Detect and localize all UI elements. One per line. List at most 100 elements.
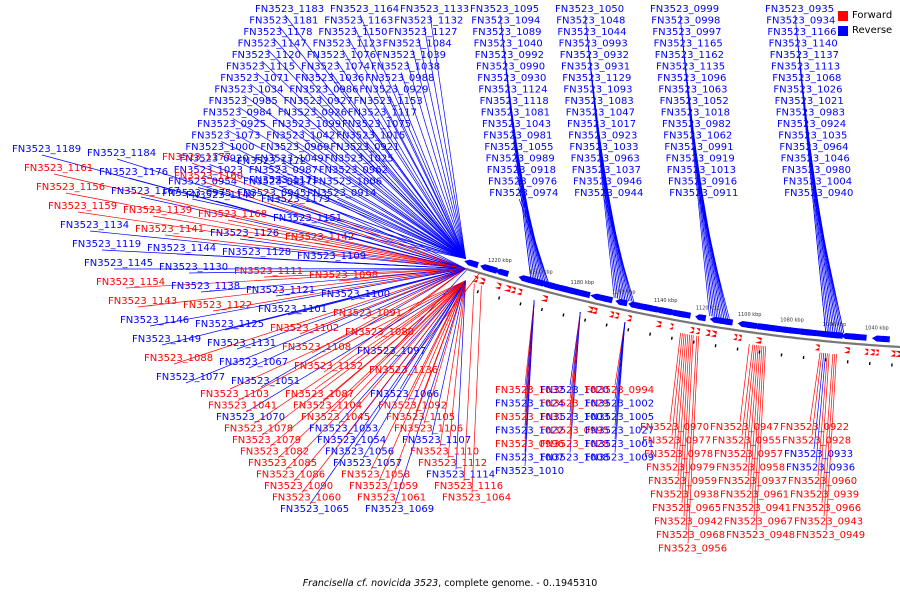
gene-label: FN3523_1152 bbox=[294, 361, 363, 372]
gene-label: FN3523_1131 bbox=[207, 338, 276, 349]
gene-label: FN3523_0984 bbox=[203, 108, 272, 119]
leader-line bbox=[394, 83, 466, 259]
gene-label: FN3523_0917 bbox=[243, 177, 312, 188]
gene-label: FN3523_1117 bbox=[348, 108, 417, 119]
gene-label: FN3523_1151 bbox=[273, 213, 342, 224]
forward-gene-arrow bbox=[704, 329, 711, 337]
leader-line bbox=[809, 352, 821, 423]
gene-label: FN3523_0966 bbox=[792, 503, 861, 514]
gene-label: FN3523_1112 bbox=[418, 458, 487, 469]
gene-label: FN3523_1189 bbox=[12, 144, 81, 155]
legend-label-forward: Forward bbox=[852, 10, 893, 21]
forward-gene-arrow bbox=[509, 286, 517, 294]
gene-label: FN3523_1060 bbox=[272, 493, 341, 504]
leader-line bbox=[374, 268, 466, 339]
scale-tick-label: 1220 kbp bbox=[488, 258, 512, 264]
gene-label: FN3523_1140 bbox=[769, 39, 838, 50]
gene-label: FN3523_1034 bbox=[214, 85, 283, 96]
gene-label: FN3523_1123 bbox=[313, 39, 382, 50]
gene-label: FN3523_1003 bbox=[540, 412, 609, 423]
gene-label: FN3523_0986 bbox=[289, 85, 358, 96]
gene-label: FN3523_1124 bbox=[478, 85, 547, 96]
gene-label: FN3523_1015 bbox=[336, 131, 405, 142]
gene-label: FN3523_0959 bbox=[648, 476, 717, 487]
leader-line bbox=[267, 198, 466, 260]
leader-line bbox=[314, 280, 466, 390]
gene-label: FN3523_1103 bbox=[200, 389, 269, 400]
gene-label: FN3523_1136 bbox=[369, 365, 438, 376]
gene-label: FN3523_1127 bbox=[388, 27, 457, 38]
leader-line bbox=[669, 332, 681, 423]
leader-line bbox=[439, 280, 466, 447]
gene-label: FN3523_0968 bbox=[656, 530, 725, 541]
leader-line bbox=[161, 268, 466, 346]
gene-label: FN3523_1033 bbox=[569, 142, 638, 153]
forward-gene-arrow bbox=[843, 347, 850, 354]
leader-line bbox=[755, 346, 766, 531]
feature-tick bbox=[562, 313, 565, 317]
gene-label: FN3523_1133 bbox=[400, 4, 469, 15]
leader-line bbox=[517, 187, 549, 283]
leader-line bbox=[324, 83, 466, 259]
gene-label: FN3523_1153 bbox=[354, 96, 423, 107]
gene-label: FN3523_1094 bbox=[471, 16, 540, 27]
leader-line bbox=[685, 335, 698, 531]
gene-label: FN3523_1085 bbox=[248, 458, 317, 469]
reverse-gene-arrow bbox=[800, 329, 818, 337]
gene-label: FN3523_0929 bbox=[359, 85, 428, 96]
gene-label: FN3523_0954 bbox=[168, 177, 237, 188]
gene-label: FN3523_1026 bbox=[773, 85, 842, 96]
leader-line bbox=[679, 334, 690, 490]
leader-line bbox=[569, 311, 581, 453]
gene-label: FN3523_0932 bbox=[560, 50, 629, 61]
gene-label: FN3523_1050 bbox=[555, 4, 624, 15]
feature-tick bbox=[519, 302, 522, 306]
gene-label: FN3523_0983 bbox=[776, 108, 845, 119]
reverse-gene-arrow bbox=[576, 290, 591, 299]
legend-item-reverse: Reverse bbox=[838, 23, 892, 38]
gene-label: FN3523_0993 bbox=[559, 39, 628, 50]
gene-label: FN3523_0938 bbox=[650, 490, 719, 501]
gene-label: FN3523_1073 bbox=[191, 131, 260, 142]
gene-label: FN3523_0935 bbox=[765, 4, 834, 15]
gene-label: FN3523_1051 bbox=[231, 376, 300, 387]
gene-label: FN3523_0999 bbox=[650, 4, 719, 15]
gene-label: FN3523_1054 bbox=[317, 435, 386, 446]
reverse-gene-arrow bbox=[494, 268, 510, 277]
gene-label: FN3523_0979 bbox=[646, 463, 715, 474]
reverse-gene-arrow bbox=[464, 259, 479, 269]
gene-label: FN3523_0962 bbox=[319, 165, 388, 176]
legend-label-reverse: Reverse bbox=[852, 25, 893, 36]
leader-line bbox=[140, 196, 466, 270]
leader-line bbox=[263, 268, 466, 278]
reverse-gene-arrow bbox=[695, 314, 707, 322]
gene-label: FN3523_0957 bbox=[714, 449, 783, 460]
leader-line bbox=[284, 164, 466, 260]
leader-line bbox=[116, 158, 466, 270]
leader-line bbox=[290, 204, 466, 270]
gene-label: FN3523_1038 bbox=[371, 62, 440, 73]
gene-label: FN3523_1139 bbox=[123, 205, 192, 216]
reverse-gene-arrow bbox=[615, 298, 628, 307]
leader-line bbox=[813, 352, 825, 450]
gene-label: FN3523_1177 bbox=[162, 152, 231, 163]
leader-line bbox=[277, 280, 466, 459]
leader-line bbox=[278, 185, 466, 270]
gene-label: FN3523_1082 bbox=[240, 447, 309, 458]
gene-label: FN3523_1071 bbox=[220, 73, 289, 84]
gene-label: FN3523_0956 bbox=[658, 544, 727, 555]
leader-line bbox=[811, 352, 823, 436]
leader-line bbox=[675, 333, 687, 463]
leader-line bbox=[227, 219, 466, 270]
gene-label: FN3523_1164 bbox=[330, 4, 399, 15]
reverse-gene-arrow bbox=[849, 333, 867, 341]
gene-label: FN3523_0985 bbox=[209, 96, 278, 107]
leader-line bbox=[239, 238, 466, 270]
leader-line bbox=[164, 234, 466, 270]
gene-label: FN3523_1013 bbox=[667, 165, 736, 176]
feature-tick bbox=[605, 323, 608, 327]
gene-label: FN3523_0967 bbox=[724, 517, 793, 528]
gene-label: FN3523_1074 bbox=[301, 62, 370, 73]
forward-gene-arrow bbox=[755, 337, 762, 344]
leader-line bbox=[337, 198, 466, 260]
